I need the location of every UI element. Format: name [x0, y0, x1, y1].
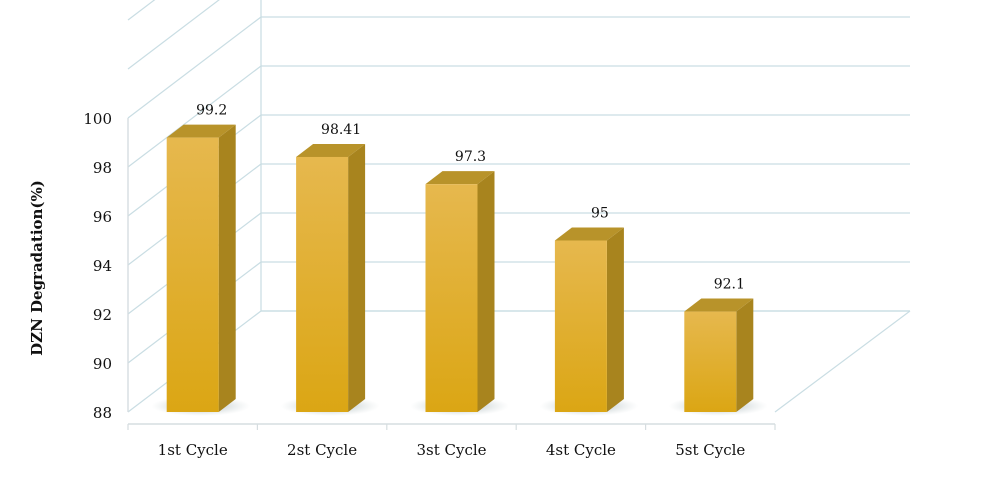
bar-value-label: 99.2 [196, 103, 227, 119]
bar [684, 311, 737, 412]
bar-value-label: 98.41 [321, 122, 361, 138]
x-category-label: 1st Cycle [158, 441, 228, 459]
y-tick-label: 98 [93, 159, 112, 177]
gridline-diagonal [127, 0, 220, 70]
gridline-diagonal [127, 0, 156, 21]
bar-top [684, 298, 754, 312]
bar-side [606, 227, 624, 412]
bars [151, 124, 768, 416]
bar-value-label: 97.3 [455, 149, 486, 165]
gridline-diagonal [127, 16, 262, 119]
bar-side [218, 124, 236, 412]
y-tick-label: 96 [93, 208, 112, 226]
axes [127, 118, 776, 430]
x-category-label: 3st Cycle [416, 441, 486, 459]
x-category-label: 4st Cycle [546, 441, 616, 459]
floor-right-edge [774, 310, 911, 413]
bar [166, 137, 219, 412]
bar [296, 156, 349, 412]
y-tick-label: 100 [83, 110, 112, 128]
bar-side [477, 171, 495, 412]
bar-top [425, 171, 495, 185]
x-category-label: 5st Cycle [675, 441, 745, 459]
y-tick-label: 88 [93, 404, 112, 422]
bar-side [348, 143, 366, 412]
bar-top [296, 143, 366, 157]
bar-top [166, 124, 236, 138]
bar-value-label: 95 [591, 206, 609, 222]
bar-value-label: 92.1 [714, 277, 745, 293]
bar [425, 184, 478, 412]
gridlines [127, 0, 911, 413]
y-tick-label: 90 [93, 355, 112, 373]
y-tick-label: 94 [93, 257, 112, 275]
x-category-label: 2st Cycle [287, 441, 357, 459]
y-tick-label: 92 [93, 306, 112, 324]
y-axis-title: DZN Degradation(%) [28, 180, 46, 356]
gridline-diagonal [127, 65, 262, 168]
bar-top [554, 227, 624, 241]
bar-side [736, 298, 754, 412]
bar [554, 240, 607, 412]
labels: 88 90 92 94 96 98 100 99.2 1st Cycle 98.41 2st Cyc… [83, 103, 745, 459]
